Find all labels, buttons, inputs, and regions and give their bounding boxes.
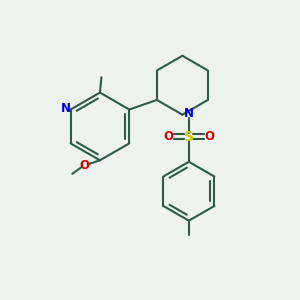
- Text: N: N: [184, 107, 194, 120]
- Text: O: O: [205, 130, 214, 143]
- Text: N: N: [61, 101, 71, 115]
- Text: O: O: [80, 159, 90, 172]
- Text: O: O: [163, 130, 173, 143]
- Text: S: S: [184, 130, 194, 144]
